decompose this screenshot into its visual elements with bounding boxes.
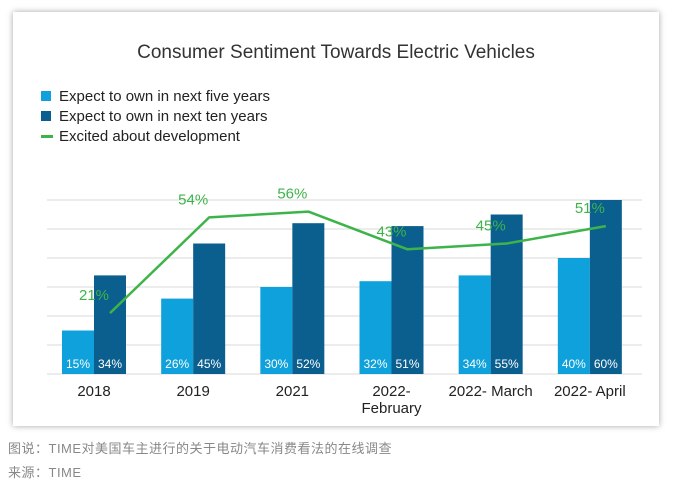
x-tick-label: 2021: [276, 383, 309, 400]
bar-five-years: [557, 258, 590, 374]
legend-item-five-years: Expect to own in next five years: [41, 86, 270, 106]
bar-label-ten-years: 55%: [495, 357, 519, 371]
bar-label-ten-years: 60%: [594, 357, 618, 371]
line-excited: [109, 210, 607, 314]
bar-label-ten-years: 52%: [296, 357, 320, 371]
x-tick-label: February: [361, 400, 422, 417]
line-label-excited: 56%: [277, 186, 307, 203]
chart-plot: 15% 34% 2018 26% 45% 2019 30% 52% 2021 32% 51% 2022…: [47, 186, 642, 417]
legend-label-five-years: Expect to own in next five years: [59, 87, 270, 105]
line-label-excited: 43%: [376, 223, 406, 240]
bar-label-five-years: 34%: [463, 357, 487, 371]
legend-swatch-excited: [41, 134, 53, 138]
legend-label-excited: Excited about development: [59, 127, 240, 145]
chart-title: Consumer Sentiment Towards Electric Vehi…: [137, 42, 535, 63]
bar-label-ten-years: 45%: [197, 357, 221, 371]
line-label-excited: 45%: [476, 218, 506, 235]
bar-label-five-years: 32%: [363, 357, 387, 371]
legend-item-ten-years: Expect to own in next ten years: [41, 106, 270, 126]
bar-ten-years: [193, 243, 226, 374]
legend-swatch-ten-years: [41, 111, 51, 121]
legend-swatch-five-years: [41, 91, 51, 101]
x-tick-label: 2022-: [372, 383, 410, 400]
bar-ten-years: [94, 275, 126, 374]
caption-note: 图说：TIME对美国车主进行的关于电动汽车消费看法的在线调查: [8, 441, 393, 456]
caption-source: 来源：TIME: [8, 465, 82, 480]
x-tick-label: 2019: [176, 383, 209, 400]
chart-card: Consumer Sentiment Towards Electric Vehi…: [13, 12, 659, 426]
bar-ten-years: [292, 223, 325, 374]
line-label-excited: 51%: [575, 200, 605, 217]
bar-ten-years: [490, 214, 523, 374]
bar-five-years: [458, 275, 491, 374]
x-tick-label: 2022- March: [449, 383, 533, 400]
bar-five-years: [359, 281, 392, 374]
bar-label-ten-years: 34%: [98, 357, 122, 371]
line-label-excited: 21%: [79, 287, 109, 304]
x-tick-label: 2022- April: [554, 383, 626, 400]
line-label-excited: 54%: [178, 191, 208, 208]
legend: Expect to own in next five years Expect …: [41, 86, 270, 146]
bar-label-five-years: 40%: [562, 357, 586, 371]
legend-item-excited: Excited about development: [41, 126, 270, 146]
bar-five-years: [161, 298, 194, 374]
legend-label-ten-years: Expect to own in next ten years: [59, 107, 268, 125]
bar-ten-years: [391, 226, 424, 374]
bar-label-five-years: 30%: [264, 357, 288, 371]
bar-label-five-years: 15%: [66, 357, 90, 371]
bar-label-ten-years: 51%: [395, 357, 419, 371]
x-tick-label: 2018: [77, 383, 110, 400]
bar-five-years: [260, 287, 293, 374]
bar-label-five-years: 26%: [165, 357, 189, 371]
bar-five-years: [62, 330, 94, 374]
